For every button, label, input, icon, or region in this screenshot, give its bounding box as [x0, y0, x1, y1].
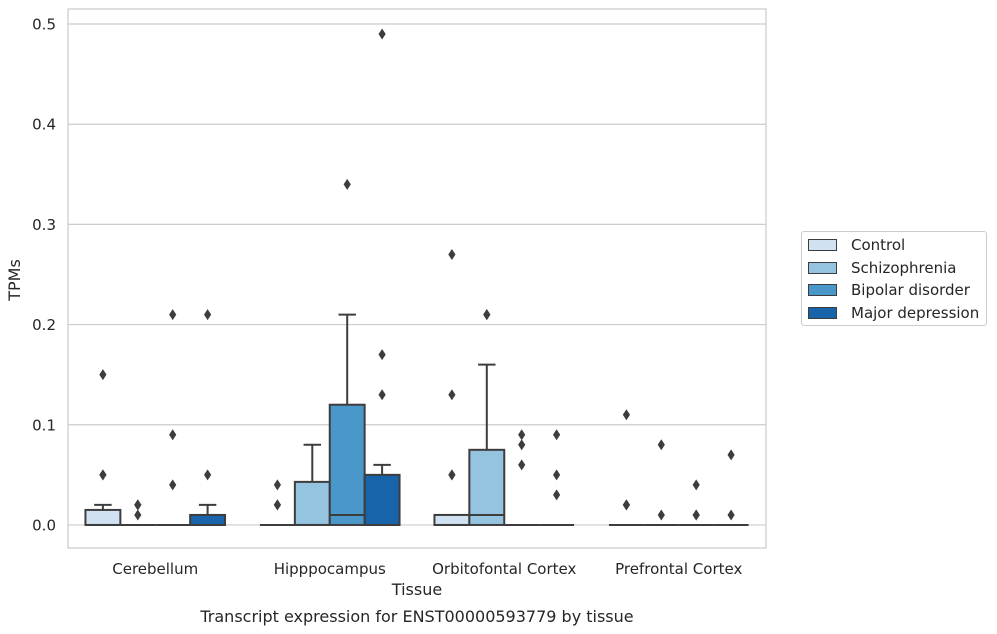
- outlier-point: [378, 28, 386, 40]
- box-control: [84, 503, 122, 526]
- y-tick-label: 0.0: [32, 516, 56, 534]
- outlier-point: [657, 439, 665, 451]
- outlier-point: [518, 439, 526, 451]
- outlier-point: [518, 459, 526, 471]
- outlier-point: [553, 429, 561, 441]
- box: [328, 403, 366, 526]
- outlier-point: [273, 479, 281, 491]
- legend: Control Schizophrenia Bipolar disorder Majo…: [801, 231, 987, 326]
- outlier-point: [553, 489, 561, 501]
- outlier-point: [169, 479, 177, 491]
- y-tick-label: 0.5: [32, 16, 56, 34]
- outlier-point: [692, 479, 700, 491]
- box-schizophrenia: [293, 443, 331, 526]
- y-tick-label: 0.2: [32, 316, 56, 334]
- plot-frame: [67, 8, 767, 549]
- box: [84, 508, 122, 526]
- outlier-point: [622, 409, 630, 421]
- x-axis-label: Tissue: [391, 580, 442, 599]
- outlier-point: [692, 509, 700, 521]
- legend-item: Control: [808, 236, 905, 254]
- x-tick-label: Prefrontal Cortex: [615, 560, 742, 578]
- x-tick-labels: Cerebellum Hipppocampus Orbitofontal Corte…: [112, 560, 742, 578]
- box-bipolar-disorder: [328, 313, 366, 526]
- box-layer: [84, 313, 749, 526]
- box: [433, 513, 471, 526]
- legend-label: Control: [851, 236, 906, 254]
- legend-swatch: [808, 239, 837, 251]
- box-control: [433, 513, 471, 526]
- outlier-point: [378, 389, 386, 401]
- legend-swatch: [808, 284, 837, 296]
- x-tick-label: Hipppocampus: [274, 560, 386, 578]
- outlier-point: [483, 309, 491, 321]
- outlier-point: [99, 369, 107, 381]
- outlier-point: [448, 389, 456, 401]
- x-tick-label: Orbitofontal Cortex: [432, 560, 576, 578]
- y-tick-labels: 0.0 0.1 0.2 0.3 0.4 0.5: [32, 16, 56, 535]
- outlier-point: [273, 499, 281, 511]
- y-tick-label: 0.3: [32, 216, 56, 234]
- outlier-point: [622, 499, 630, 511]
- legend-swatch: [808, 261, 837, 274]
- outlier-point: [378, 349, 386, 361]
- outlier-point: [727, 509, 735, 521]
- outlier-point: [657, 509, 665, 521]
- box-major-depression: [363, 463, 401, 526]
- box: [189, 513, 227, 526]
- outlier-point: [169, 309, 177, 321]
- box-major-depression: [189, 503, 227, 526]
- y-tick-label: 0.1: [32, 416, 56, 434]
- x-tick-label: Cerebellum: [112, 560, 198, 578]
- outlier-layer: [99, 28, 735, 521]
- legend-item: Bipolar disorder: [808, 281, 970, 299]
- legend-label: Bipolar disorder: [851, 281, 970, 299]
- box-schizophrenia: [468, 363, 506, 526]
- box: [363, 473, 401, 526]
- outlier-point: [134, 499, 142, 511]
- outlier-point: [204, 309, 212, 321]
- legend-item: Major depression: [808, 304, 979, 322]
- outlier-point: [343, 178, 351, 190]
- box: [468, 448, 506, 526]
- outlier-point: [204, 469, 212, 481]
- y-axis-label: TPMs: [5, 259, 24, 302]
- outlier-point: [448, 469, 456, 481]
- outlier-point: [727, 449, 735, 461]
- outlier-point: [448, 248, 456, 260]
- legend-label: Major depression: [851, 303, 980, 322]
- outlier-point: [134, 509, 142, 521]
- y-tick-label: 0.4: [32, 116, 56, 134]
- chart-title: Transcript expression for ENST0000059377…: [199, 607, 633, 626]
- legend-label: Schizophrenia: [851, 258, 957, 277]
- legend-item: Schizophrenia: [808, 259, 956, 277]
- legend-swatch: [808, 306, 837, 319]
- outlier-point: [99, 469, 107, 481]
- box: [293, 480, 331, 526]
- outlier-point: [553, 469, 561, 481]
- outlier-point: [169, 429, 177, 441]
- outlier-point: [518, 429, 526, 441]
